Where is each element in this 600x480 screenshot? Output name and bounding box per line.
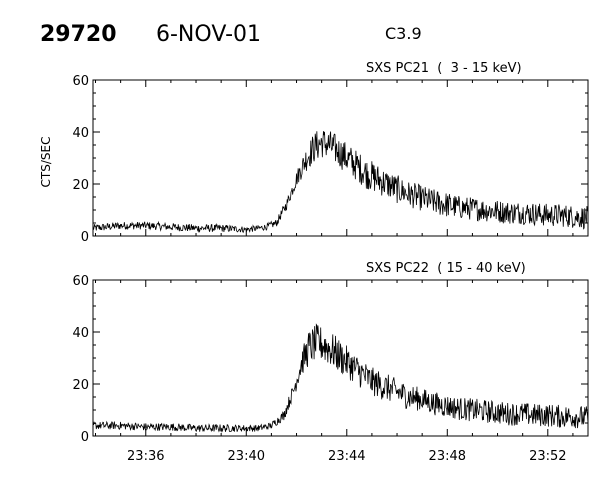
y-tick-label: 0 bbox=[81, 430, 89, 445]
y-tick-label: 20 bbox=[72, 378, 89, 393]
x-tick-label: 23:52 bbox=[529, 449, 566, 464]
event-id: 29720 bbox=[40, 22, 117, 47]
count-rate-trace bbox=[92, 131, 589, 234]
y-tick-label: 20 bbox=[72, 178, 89, 193]
count-rate-trace bbox=[92, 323, 589, 433]
panel-1-title: SXS PC21 ( 3 - 15 keV) bbox=[366, 61, 522, 76]
y-tick-label: 40 bbox=[72, 126, 89, 141]
y-tick-label: 60 bbox=[72, 74, 89, 89]
panel-2-title: SXS PC22 ( 15 - 40 keV) bbox=[366, 261, 526, 276]
panel-1-plot: 0 20 40 60 bbox=[72, 74, 589, 245]
y-tick-label: 0 bbox=[81, 230, 89, 245]
x-tick-label: 23:48 bbox=[429, 449, 466, 464]
y-axis-label: CTS/SEC bbox=[39, 137, 53, 188]
y-tick-label: 40 bbox=[72, 326, 89, 341]
x-tick-label: 23:44 bbox=[328, 449, 365, 464]
y-tick-label: 60 bbox=[72, 274, 89, 289]
flare-class: C3.9 bbox=[385, 24, 422, 43]
x-tick-label: 23:40 bbox=[228, 449, 265, 464]
panel-2-plot: 0 20 40 60 23:36 23:40 23:44 23:48 23:52 bbox=[72, 274, 589, 464]
x-tick-label: 23:36 bbox=[127, 449, 164, 464]
event-date: 6-NOV-01 bbox=[156, 22, 261, 47]
